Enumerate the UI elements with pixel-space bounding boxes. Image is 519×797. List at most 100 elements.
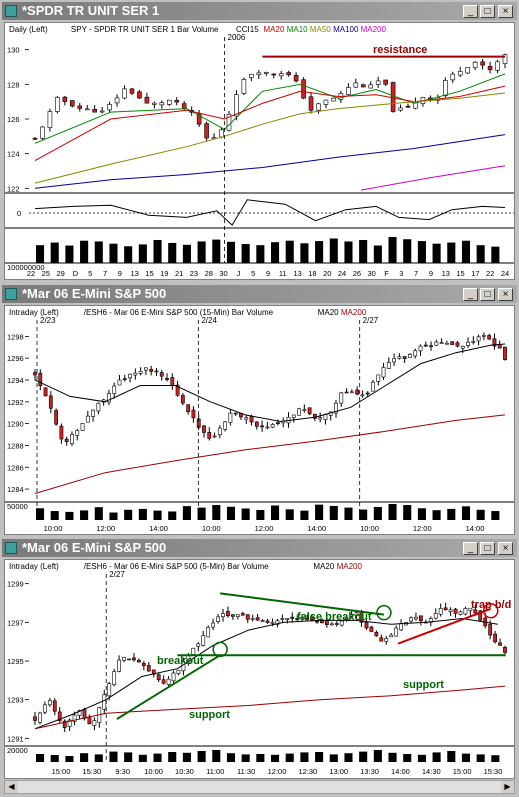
m15-y-tick-label: 1284 — [7, 485, 24, 494]
m15-x-tick-label: 14:00 — [149, 524, 168, 533]
daily-candle-body — [234, 94, 239, 117]
daily-volume-bar — [447, 242, 456, 263]
header-label-0: Intraday (Left) — [9, 562, 59, 571]
m15-candle-body — [223, 421, 228, 430]
m15-candle-body — [349, 391, 354, 394]
daily-candle-body — [137, 91, 142, 99]
daily-volume-bar — [403, 239, 412, 263]
m5-candle-body — [394, 627, 399, 637]
ma100-line — [34, 134, 506, 189]
daily-x-tick-label: 24 — [338, 269, 346, 278]
m15-candle-body — [270, 424, 275, 428]
daily-candle-body — [323, 99, 329, 105]
m15-candle-body — [48, 395, 53, 409]
m15-candle-body — [503, 346, 507, 360]
m15-candle-body — [460, 345, 465, 349]
daily-volume-bar — [109, 243, 118, 263]
chart-pane[interactable]: Intraday (Left) /ESH6 - Mar 06 E-Mini S&P… — [4, 559, 515, 779]
m5-candle-body — [498, 642, 502, 646]
m5-candle-body — [364, 622, 369, 629]
ma200-line — [34, 414, 506, 494]
title-bar[interactable]: *Mar 06 E-Mini S&P 500 _ □ × — [2, 539, 517, 557]
minimize-button[interactable]: _ — [463, 5, 478, 18]
highlight-circle — [212, 641, 228, 658]
m15-x-tick-label: 14:00 — [466, 524, 485, 533]
m5-candle-body — [161, 679, 166, 684]
m15-volume-bar — [373, 506, 382, 520]
chart-pane[interactable]: Intraday (Left) /ESH6 - Mar 06 E-Mini S&P… — [4, 305, 515, 535]
m15-candle-body — [249, 416, 254, 423]
daily-volume-bar — [153, 239, 162, 263]
m15-candle-body — [371, 381, 375, 392]
m15-x-tick-label: 12:00 — [96, 524, 115, 533]
scroll-left-icon[interactable]: ◀ — [5, 781, 18, 793]
m5-candle-body — [305, 618, 310, 620]
ma20-line — [34, 343, 506, 423]
m15-candle-body — [180, 395, 185, 404]
m5-volume-bar — [138, 754, 147, 762]
m5-x-tick-label: 15:30 — [82, 767, 101, 776]
daily-candle-body — [181, 103, 187, 110]
m5-candle-body — [122, 656, 126, 661]
minimize-button[interactable]: _ — [463, 542, 478, 555]
horizontal-scrollbar[interactable]: ◀ ▶ — [4, 780, 515, 794]
header-label-1: /ESH6 - Mar 06 E-Mini S&P 500 (15-Min) B… — [84, 308, 274, 317]
daily-candle-body — [360, 84, 366, 88]
m5-volume-bar — [124, 752, 133, 762]
m5-volume-bar — [447, 751, 456, 762]
m15-volume-bar — [182, 506, 191, 520]
maximize-button[interactable]: □ — [480, 5, 495, 18]
daily-candle-body — [84, 108, 90, 111]
daily-candle-body — [293, 74, 299, 82]
window-title: *SPDR TR UNIT SER 1 — [22, 3, 160, 18]
m15-candle-body — [476, 336, 481, 342]
scroll-right-icon[interactable]: ▶ — [501, 781, 514, 793]
m15-candle-body — [122, 378, 127, 380]
daily-candle-body — [480, 61, 485, 66]
chart-pane[interactable]: Daily (Left) SPY - SPDR TR UNIT SER 1 Bar… — [4, 22, 515, 280]
m5-candle-body — [201, 635, 206, 646]
close-button[interactable]: × — [498, 542, 513, 555]
year-separator-label: 2006 — [228, 33, 246, 42]
maximize-button[interactable]: □ — [480, 288, 495, 301]
m15-candle-body — [91, 409, 95, 417]
close-button[interactable]: × — [498, 5, 513, 18]
daily-x-tick-label: 23 — [190, 269, 198, 278]
m5-candle-body — [146, 665, 151, 672]
m5-candle-body — [250, 617, 255, 620]
close-button[interactable]: × — [498, 288, 513, 301]
m5-candle-body — [52, 700, 57, 712]
daily-candle-body — [368, 84, 374, 89]
daily-candle-body — [256, 72, 262, 76]
m15-x-tick-label: 12:00 — [255, 524, 274, 533]
m5-volume-bar — [329, 754, 338, 762]
m5-candle-body — [275, 620, 280, 625]
header-label-2: MA20 — [313, 562, 334, 571]
m15-candle-body — [96, 402, 101, 412]
title-bar[interactable]: *SPDR TR UNIT SER 1 _ □ × — [2, 2, 517, 20]
m15-volume-bar — [403, 505, 412, 520]
day-separator-label: 2/27 — [363, 316, 379, 325]
daily-x-tick-label: 15 — [145, 269, 153, 278]
m5-x-tick-label: 11:00 — [206, 767, 224, 776]
daily-candle-body — [92, 108, 97, 113]
daily-candle-body — [405, 105, 411, 108]
m15-candle-body — [402, 356, 407, 359]
maximize-button[interactable]: □ — [480, 542, 495, 555]
title-bar[interactable]: *Mar 06 E-Mini S&P 500 _ □ × — [2, 285, 517, 303]
m5-volume-bar — [315, 752, 324, 762]
daily-x-tick-label: J — [237, 269, 241, 278]
chart-annotation-2: false breakout — [297, 611, 372, 623]
daily-x-tick-label: 30 — [368, 269, 376, 278]
window-es-5min: *Mar 06 E-Mini S&P 500 _ □ × Intraday (L… — [0, 537, 519, 797]
m15-candle-body — [318, 417, 323, 420]
m5-x-tick-label: 14:00 — [391, 767, 410, 776]
m5-y-tick-label: 1291 — [7, 734, 24, 743]
minimize-button[interactable]: _ — [463, 288, 478, 301]
window-title: *Mar 06 E-Mini S&P 500 — [22, 286, 167, 301]
ma10-line — [34, 73, 506, 144]
daily-volume-bar — [36, 245, 45, 263]
day-separator-label: 2/27 — [109, 570, 125, 579]
daily-volume-bar — [417, 241, 426, 263]
ma50-line — [34, 92, 506, 184]
